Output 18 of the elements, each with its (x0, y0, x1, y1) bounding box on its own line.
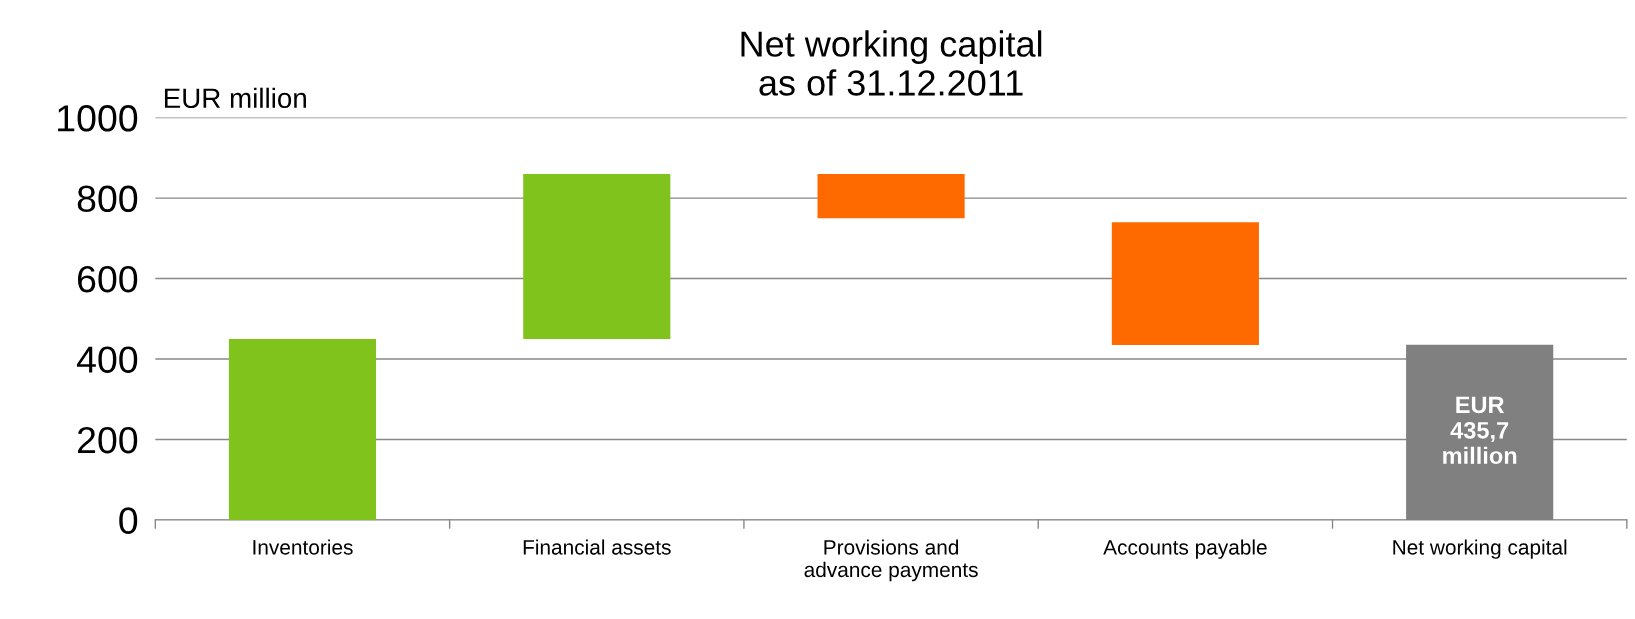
y-tick-label: 1000 (58, 105, 138, 132)
y-tick-label: 200 (77, 426, 138, 454)
chart-title: Net working capital as of 31.12.2011 (741, 30, 1042, 96)
y-tick-label: 800 (77, 185, 138, 213)
x-tick-label: Inventories (253, 539, 353, 555)
y-tick-label: 600 (78, 265, 138, 293)
x-tick-label: Provisions and advance payments (804, 539, 978, 582)
bar (1111, 222, 1259, 345)
y-axis-title: EUR million (164, 87, 306, 109)
data-label: EUR 435,7 million (1443, 396, 1517, 465)
y-tick-label: 0 (119, 507, 138, 534)
bar (523, 173, 671, 339)
y-tick-label: 400 (76, 346, 138, 373)
bar (228, 338, 377, 520)
bar (817, 173, 965, 219)
x-tick-label: Net working capital (1393, 539, 1567, 559)
x-tick-label: Financial assets (523, 539, 671, 555)
x-tick-label: Accounts payable (1103, 539, 1267, 559)
